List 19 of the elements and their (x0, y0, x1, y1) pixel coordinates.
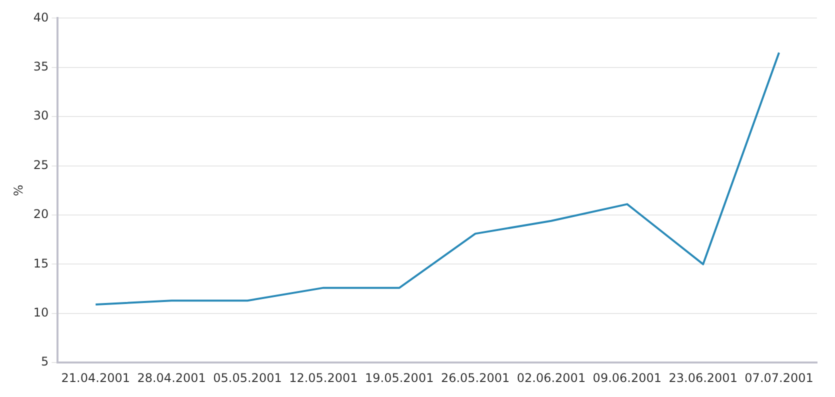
x-tick-label: 26.05.2001 (440, 370, 510, 385)
x-tick-label: 12.05.2001 (289, 370, 358, 385)
x-tick-label: 19.05.2001 (365, 370, 434, 385)
y-tick-label: 25 (33, 158, 49, 172)
y-tick-label: 40 (33, 10, 49, 24)
y-axis-title: % (11, 184, 26, 196)
x-tick-label: 23.06.2001 (668, 370, 738, 385)
y-tick-label: 5 (41, 354, 49, 369)
x-tick-label: 07.07.2001 (744, 370, 814, 385)
y-tick-label: 10 (33, 306, 49, 320)
y-tick-label: 30 (33, 108, 49, 123)
x-tick-label: 21.04.2001 (61, 370, 130, 385)
y-tick-label: 15 (33, 256, 49, 270)
x-tick-label: 28.04.2001 (137, 370, 206, 385)
y-tick-label: 20 (33, 207, 49, 222)
x-tick-label: 09.06.2001 (592, 370, 662, 385)
y-tick-label: 35 (33, 60, 49, 74)
x-tick-label: 05.05.2001 (213, 370, 282, 385)
x-tick-label: 02.06.2001 (516, 370, 586, 385)
